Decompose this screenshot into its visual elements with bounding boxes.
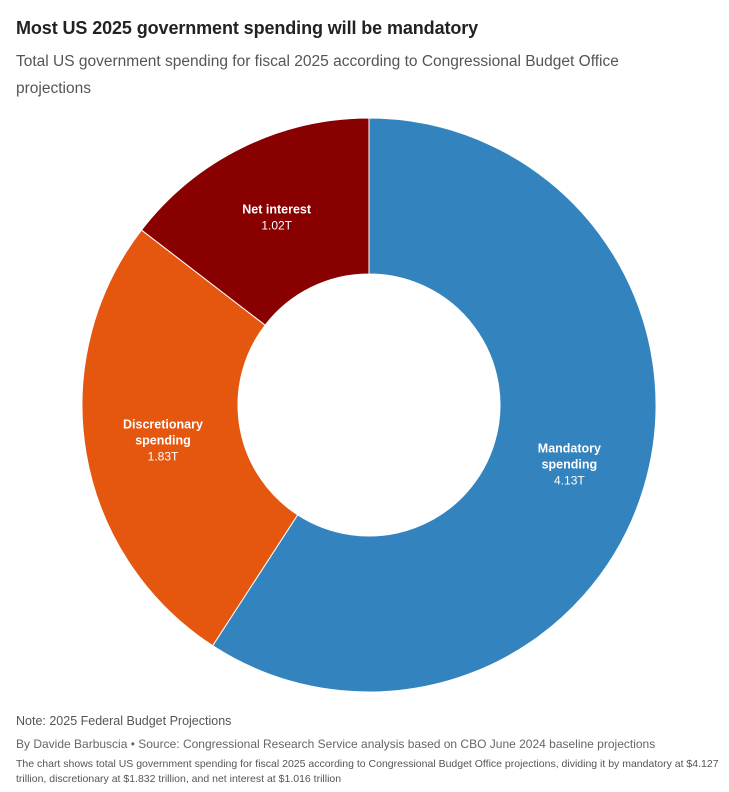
slice-value-2: 1.02T <box>261 219 292 233</box>
slice-label-1-1: spending <box>135 433 191 447</box>
chart-subtitle: Total US government spending for fiscal … <box>16 53 619 97</box>
slice-value-0: 4.13T <box>554 473 585 487</box>
slice-label-0-1: spending <box>542 457 598 471</box>
donut-slice-1 <box>81 229 299 647</box>
footnote: Note: 2025 Federal Budget Projections <box>16 714 232 728</box>
slice-label-2-0: Net interest <box>242 203 312 217</box>
byline-source: By Davide Barbuscia • Source: Congressio… <box>16 737 656 751</box>
chart-title: Most US 2025 government spending will be… <box>16 18 479 38</box>
slice-value-1: 1.83T <box>148 449 179 463</box>
slice-label-0-0: Mandatory <box>538 441 601 455</box>
donut-chart: Mandatory spending 4.13T Discretionary spend… <box>81 117 657 693</box>
donut-slice-2 <box>140 117 370 326</box>
chart-description: The chart shows total US government spen… <box>16 758 719 785</box>
donut-slice-0 <box>211 117 657 693</box>
slice-label-1-0: Discretionary <box>123 417 203 431</box>
